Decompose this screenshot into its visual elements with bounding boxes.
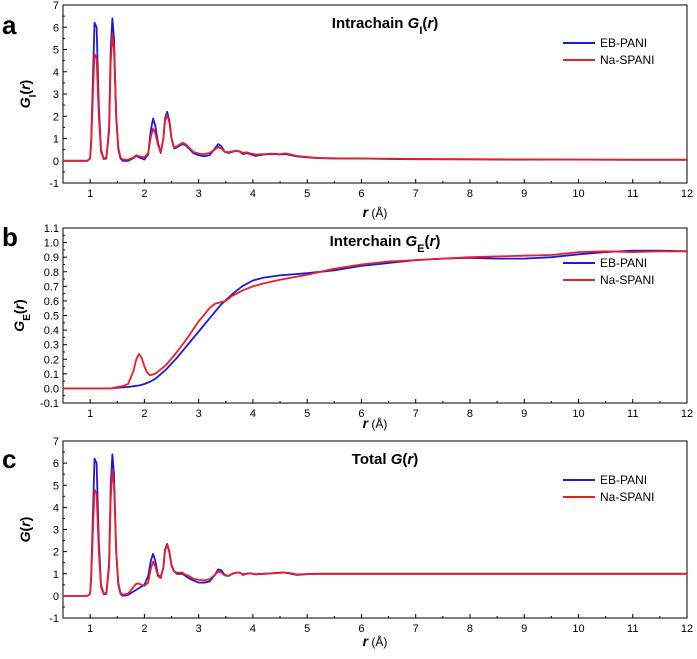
panel-c-legend-label-eb-pani: EB-PANI: [600, 473, 647, 487]
panel-b-y-axis-label: GE(r): [11, 299, 33, 331]
panel-a-x-tick-label: 1: [87, 188, 93, 200]
panel-c-title: Total G(r): [352, 451, 418, 468]
panel-b-y-tick-label: 0.4: [44, 325, 59, 337]
panel-c-x-axis-label: r (Å): [363, 633, 388, 649]
panel-c-x-tick-label: 7: [413, 623, 419, 635]
panel-b-y-tick-label: 0.5: [44, 311, 59, 323]
panel-b-y-tick-label: 0.0: [44, 383, 59, 395]
panel-c-y-tick-label: 5: [53, 480, 59, 492]
panel-a-x-tick-label: 4: [250, 188, 256, 200]
panel-a-title: Intrachain GI(r): [332, 15, 438, 37]
panel-a-x-tick-label: 9: [521, 188, 527, 200]
panel-b-x-tick-label: 9: [521, 408, 527, 420]
panel-a-y-tick-label: 4: [53, 67, 59, 79]
panel-b-x-tick-label: 10: [572, 408, 584, 420]
panel-a-y-axis-label: GI(r): [17, 80, 39, 108]
panel-c-y-tick-label: 4: [53, 502, 59, 514]
panel-a-y-tick-label: 3: [53, 89, 59, 101]
panel-c-x-tick-label: 4: [250, 623, 256, 635]
panel-a-y-tick-label: 6: [53, 22, 59, 34]
panel-a-y-tick-label: 5: [53, 45, 59, 57]
panel-b-y-tick-label: -0.1: [40, 398, 59, 410]
panel-b-y-tick-label: 0.3: [44, 340, 59, 352]
panel-c-x-tick-label: 11: [627, 623, 638, 635]
panel-c-letter: c: [2, 444, 16, 474]
panel-c-y-axis-label: G(r): [17, 517, 33, 543]
panel-b-y-tick-label: 0.8: [44, 267, 59, 279]
panel-c-y-tick-label: 6: [53, 458, 59, 470]
panel-a-x-tick-label: 11: [627, 188, 638, 200]
panel-a-y-tick-label: -1: [49, 178, 59, 190]
panel-c-y-tick-label: 2: [53, 547, 59, 559]
panel-a-x-tick-label: 6: [358, 188, 364, 200]
panel-b: 1 2 3 4 5 6 7 8 9 10 11 12-0.10.00.10.20.30.40.50.6…: [2, 222, 693, 431]
panel-b-y-tick-label: 1.1: [44, 223, 59, 235]
panel-a-x-axis-label: r (Å): [363, 204, 388, 220]
panel-a-y-tick-label: 2: [53, 111, 59, 123]
panel-b-x-tick-label: 5: [304, 408, 310, 420]
panel-c-x-tick-label: 2: [141, 623, 147, 635]
panel-b-x-tick-label: 4: [250, 408, 256, 420]
panel-b-x-tick-label: 11: [627, 408, 638, 420]
panel-b-x-tick-label: 6: [358, 408, 364, 420]
panel-c-x-tick-label: 5: [304, 623, 310, 635]
panel-b-x-axis-label: r (Å): [363, 415, 388, 431]
panel-c-x-tick-label: 6: [358, 623, 364, 635]
panel-a-x-tick-label: 3: [196, 188, 202, 200]
panel-a-x-tick-label: 7: [413, 188, 419, 200]
panel-b-y-tick-label: 0.7: [44, 281, 59, 293]
panel-c-x-tick-label: 1: [87, 623, 93, 635]
panel-a-y-tick-label: 0: [53, 156, 59, 168]
panel-c-y-tick-label: 3: [53, 525, 59, 537]
panel-b-x-tick-label: 1: [87, 408, 93, 420]
panel-a-legend-label-eb-pani: EB-PANI: [600, 36, 647, 50]
panel-b-x-tick-label: 2: [141, 408, 147, 420]
panel-a-legend-label-na-spani: Na-SPANI: [600, 53, 654, 67]
panel-c-x-tick-label: 9: [521, 623, 527, 635]
panel-c-x-tick-label: 12: [681, 623, 693, 635]
panel-a-y-tick-label: 7: [53, 0, 59, 12]
panel-b-legend-label-eb-pani: EB-PANI: [600, 256, 647, 270]
panel-c-y-tick-label: -1: [49, 613, 59, 625]
panel-b-x-tick-label: 3: [196, 408, 202, 420]
panel-b-y-tick-label: 0.1: [44, 369, 59, 381]
panel-a-x-tick-label: 12: [681, 188, 693, 200]
panel-b-x-tick-label: 8: [467, 408, 473, 420]
panel-c-x-tick-label: 3: [196, 623, 202, 635]
panel-c-series-na-spani: [62, 468, 688, 597]
panel-c-x-tick-label: 8: [467, 623, 473, 635]
panel-a-letter: a: [2, 10, 17, 40]
panel-c-y-tick-label: 0: [53, 591, 59, 603]
panel-c-y-tick-label: 1: [53, 569, 59, 581]
panel-b-y-tick-label: 1.0: [44, 238, 59, 250]
panel-c-x-tick-label: 10: [572, 623, 584, 635]
panel-c-legend-label-na-spani: Na-SPANI: [600, 490, 654, 504]
panel-c-y-tick-label: 7: [53, 436, 59, 448]
panel-b-x-tick-label: 12: [681, 408, 693, 420]
panel-a-x-tick-label: 5: [304, 188, 310, 200]
panel-b-x-tick-label: 7: [413, 408, 419, 420]
panel-b-y-tick-label: 0.9: [44, 252, 59, 264]
panel-a-series-na-spani: [62, 33, 688, 162]
panel-b-legend-label-na-spani: Na-SPANI: [600, 273, 654, 287]
panel-a-y-tick-label: 1: [53, 134, 59, 146]
panel-b-letter: b: [2, 222, 18, 252]
panel-a-x-tick-label: 10: [572, 188, 584, 200]
panel-b-title: Interchain GE(r): [330, 233, 441, 255]
panel-b-y-tick-label: 0.6: [44, 296, 59, 308]
panel-a-x-tick-label: 2: [141, 188, 147, 200]
panel-b-series-na-spani: [62, 250, 688, 390]
panel-b-y-tick-label: 0.2: [44, 354, 59, 366]
panel-b-series-eb-pani: [62, 249, 688, 390]
panel-a-x-tick-label: 8: [467, 188, 473, 200]
